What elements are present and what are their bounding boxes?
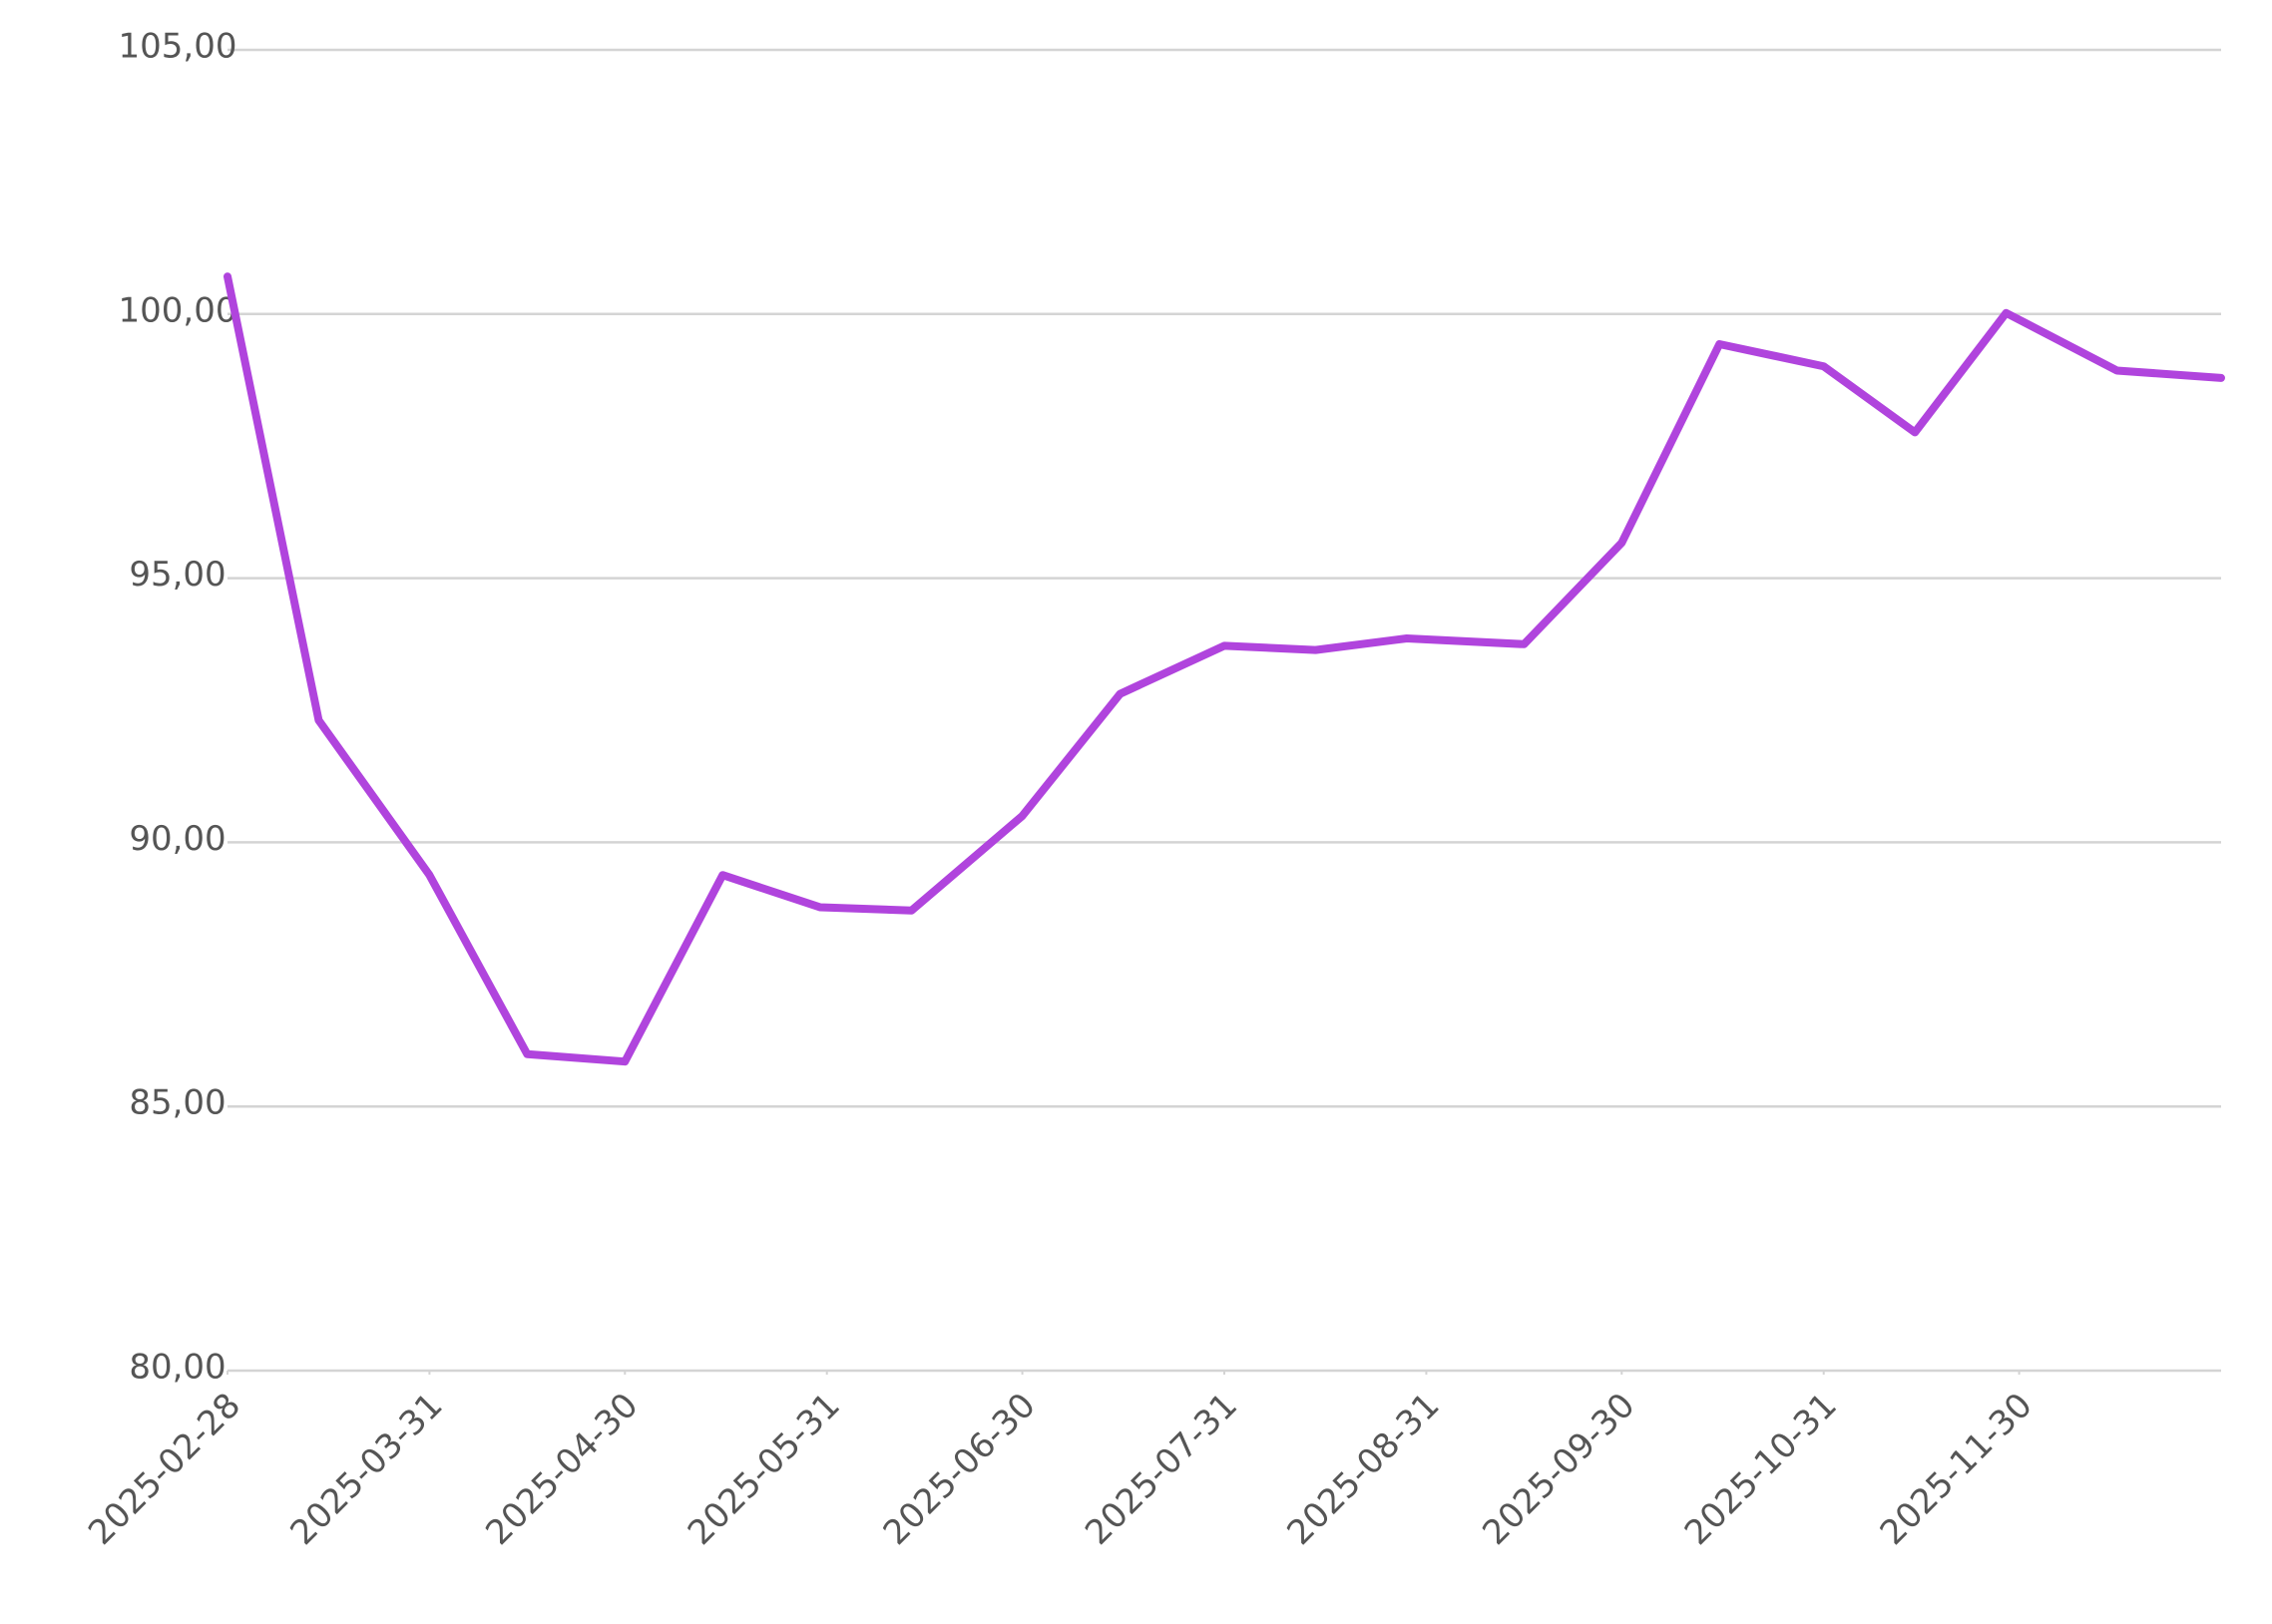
x-tick-label: 2025-11-30 [1873, 1386, 2041, 1553]
y-tick-label: 85,00 [129, 1083, 226, 1123]
x-tick-label: 2025-04-30 [478, 1386, 646, 1553]
x-tick-label: 2025-02-28 [81, 1386, 248, 1553]
x-tick-label: 2025-03-31 [282, 1386, 450, 1553]
x-tick-label: 2025-06-30 [876, 1386, 1044, 1553]
x-tick-label: 2025-09-30 [1475, 1386, 1642, 1553]
y-tick-label: 80,00 [129, 1348, 226, 1388]
x-tick-label: 2025-07-31 [1078, 1386, 1245, 1553]
data-line [224, 272, 2225, 1066]
y-tick-label: 95,00 [129, 555, 226, 595]
x-tick-label: 2025-05-31 [681, 1386, 848, 1553]
x-tick-label: 2025-10-31 [1677, 1386, 1845, 1553]
y-tick-label: 105,00 [119, 27, 237, 67]
x-tick-label: 2025-08-31 [1279, 1386, 1447, 1553]
y-tick-label: 90,00 [129, 819, 226, 859]
y-tick-label: 100,00 [119, 290, 237, 330]
